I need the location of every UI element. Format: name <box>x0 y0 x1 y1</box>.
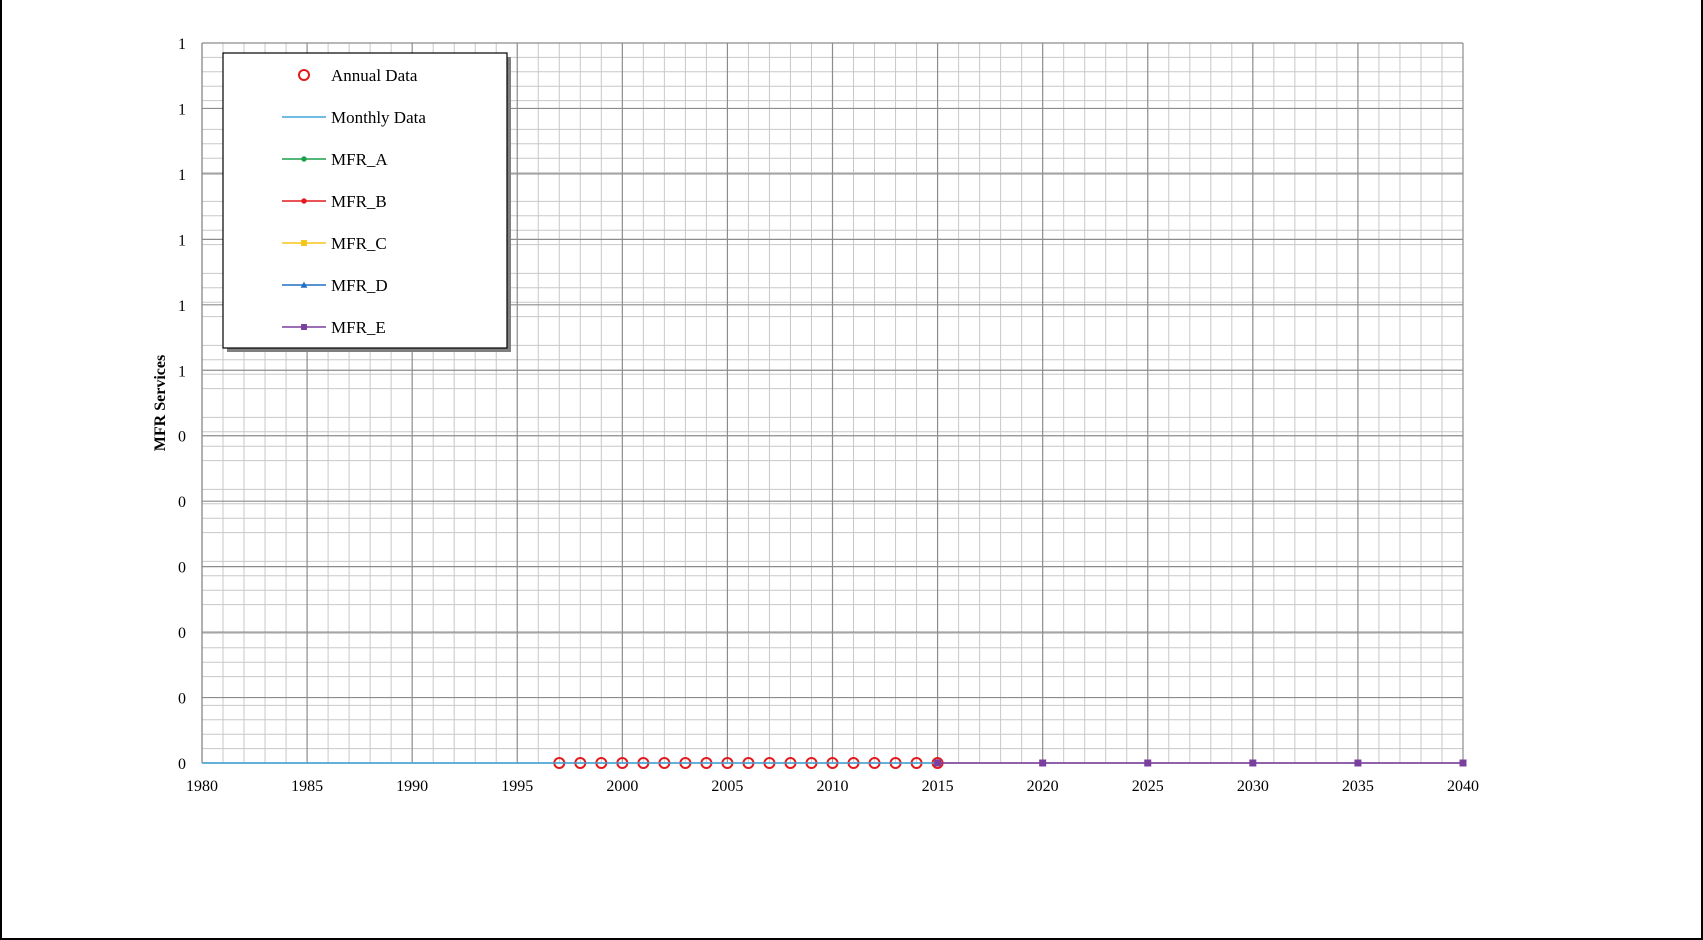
y-tick-label: 0 <box>178 429 186 446</box>
y-tick-label: 0 <box>178 691 186 708</box>
y-tick-label: 1 <box>178 36 186 53</box>
x-tick-label: 2030 <box>1237 778 1269 795</box>
x-tick-label: 2025 <box>1132 778 1164 795</box>
legend-label: Annual Data <box>331 66 418 85</box>
legend-swatch-marker <box>301 198 306 203</box>
legend-label: MFR_E <box>331 318 386 337</box>
legend-swatch-marker <box>301 240 307 246</box>
x-tick-label: 1995 <box>501 778 533 795</box>
legend-swatch-marker <box>301 156 306 161</box>
y-tick-label: 1 <box>178 298 186 315</box>
legend-swatch-marker <box>301 324 307 330</box>
x-tick-label: 2005 <box>711 778 743 795</box>
data-point <box>1249 760 1256 767</box>
y-tick-label: 0 <box>178 625 186 642</box>
y-tick-label: 1 <box>178 232 186 249</box>
legend-label: MFR_C <box>331 234 387 253</box>
legend-label: MFR_D <box>331 276 388 295</box>
y-tick-label: 0 <box>178 560 186 577</box>
data-point <box>1460 760 1467 767</box>
y-tick-label: 1 <box>178 363 186 380</box>
y-tick-label: 1 <box>178 101 186 118</box>
x-tick-label: 1980 <box>186 778 218 795</box>
legend-label: Monthly Data <box>331 108 426 127</box>
x-tick-label: 1985 <box>291 778 323 795</box>
legend: Annual Data Monthly Data MFR_A MFR_B MFR_C MF… <box>223 53 511 352</box>
x-tick-label: 2020 <box>1027 778 1059 795</box>
legend-label: MFR_A <box>331 150 388 169</box>
y-axis-title: MFR Services <box>152 355 169 451</box>
x-tick-label: 2015 <box>922 778 954 795</box>
data-point <box>1144 760 1151 767</box>
data-point <box>1354 760 1361 767</box>
data-point <box>934 760 941 767</box>
x-tick-label: 2000 <box>606 778 638 795</box>
x-tick-label: 2040 <box>1447 778 1479 795</box>
data-point <box>1039 760 1046 767</box>
y-tick-label: 0 <box>178 756 186 773</box>
legend-label: MFR_B <box>331 192 387 211</box>
x-tick-label: 1990 <box>396 778 428 795</box>
y-tick-label: 1 <box>178 167 186 184</box>
x-tick-label: 2010 <box>817 778 849 795</box>
y-tick-label: 0 <box>178 494 186 511</box>
x-tick-label: 2035 <box>1342 778 1374 795</box>
